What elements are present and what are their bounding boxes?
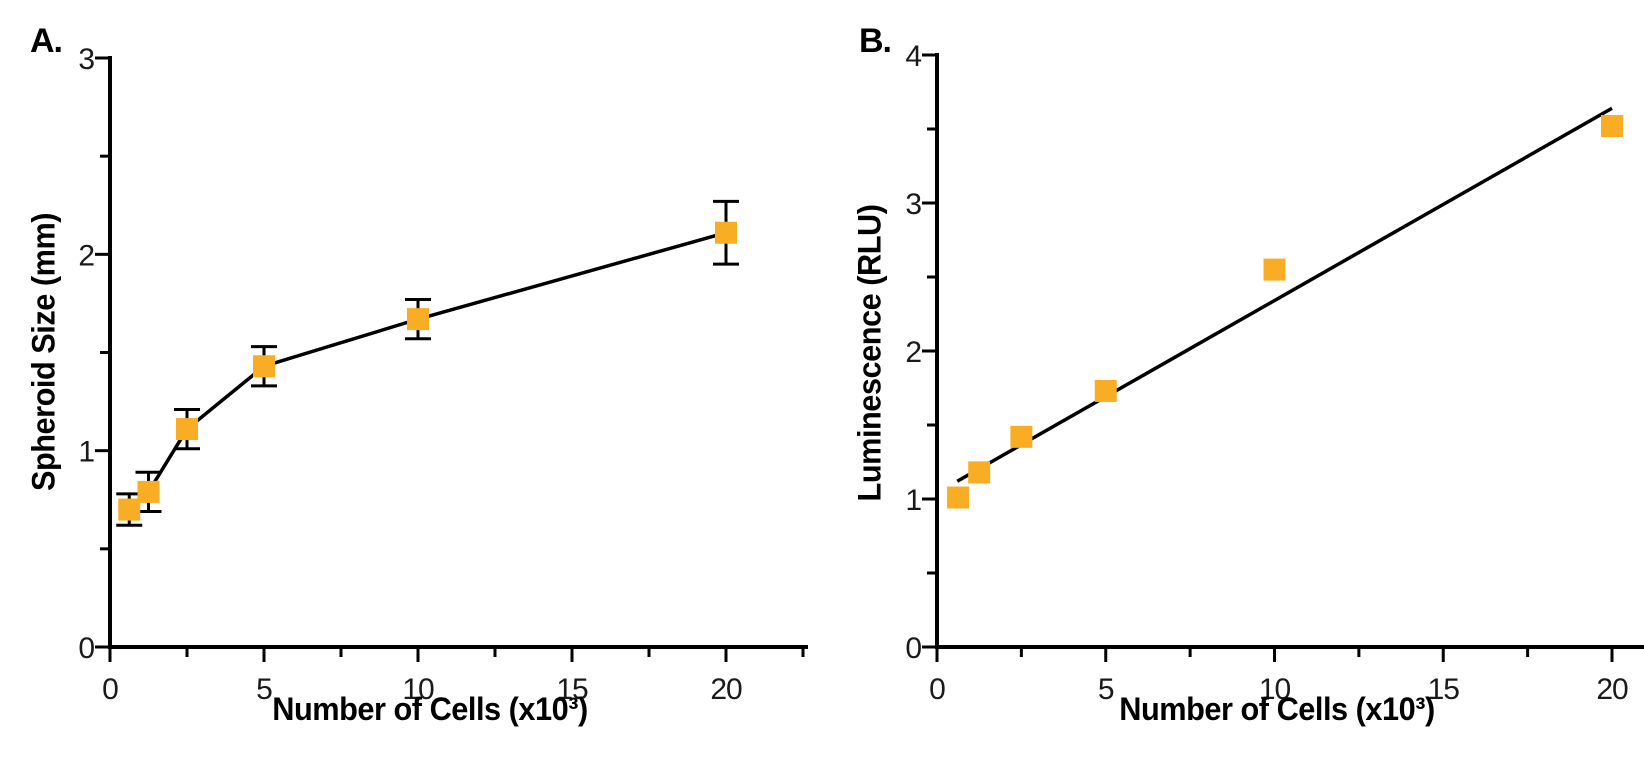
fit-line (956, 106, 1613, 483)
panel-b-plot: 0 5 10 15 20 0 1 2 3 4 (905, 40, 1644, 706)
y-tick-label: 1 (905, 484, 921, 517)
data-point-marker (253, 355, 275, 378)
data-point-marker (715, 221, 737, 244)
x-tick-label: 10 (402, 673, 434, 706)
x-tick-label: 15 (1428, 673, 1460, 706)
x-tick-label: 20 (710, 673, 742, 706)
x-tick-label: 15 (556, 673, 588, 706)
y-tick-label: 3 (905, 188, 921, 221)
panel-a-letter: A. (30, 22, 63, 60)
panel-b-letter: B. (859, 22, 892, 60)
connecting-line (128, 231, 727, 511)
data-point-marker (1010, 425, 1033, 448)
panel-b-y-axis-title: Luminescence (RLU) (851, 204, 888, 502)
y-tick-label: 2 (905, 336, 921, 369)
panel-a-y-axis-title: Spheroid Size (mm) (25, 212, 62, 492)
data-point-marker (968, 461, 991, 484)
data-point-marker (1263, 258, 1286, 281)
data-point-marker (137, 480, 160, 503)
panel-a-x-axis-title: Number of Cells (x10³) (272, 691, 588, 727)
x-tick-label: 20 (1596, 673, 1628, 706)
x-tick-label: 0 (929, 673, 945, 706)
panel-a-plot: 0 5 10 15 20 0 1 2 3 (78, 43, 808, 706)
y-tick-label: 4 (905, 40, 921, 73)
y-tick-label: 3 (78, 43, 94, 76)
y-tick-label: 1 (78, 436, 94, 469)
x-tick-label: 5 (256, 673, 272, 706)
data-point-marker (1601, 115, 1623, 138)
data-point-marker (118, 498, 141, 521)
y-tick-label: 0 (78, 632, 94, 665)
x-tick-label: 10 (1259, 673, 1291, 706)
y-tick-label: 2 (78, 239, 94, 272)
data-point-marker (407, 308, 429, 331)
data-point-marker (947, 486, 970, 509)
x-tick-label: 5 (1098, 673, 1114, 706)
data-point-marker (1094, 379, 1117, 402)
panel-b-x-axis-title: Number of Cells (x10³) (1119, 691, 1435, 727)
x-tick-label: 0 (102, 673, 118, 706)
data-point-marker (176, 418, 198, 441)
y-tick-label: 0 (905, 632, 921, 665)
